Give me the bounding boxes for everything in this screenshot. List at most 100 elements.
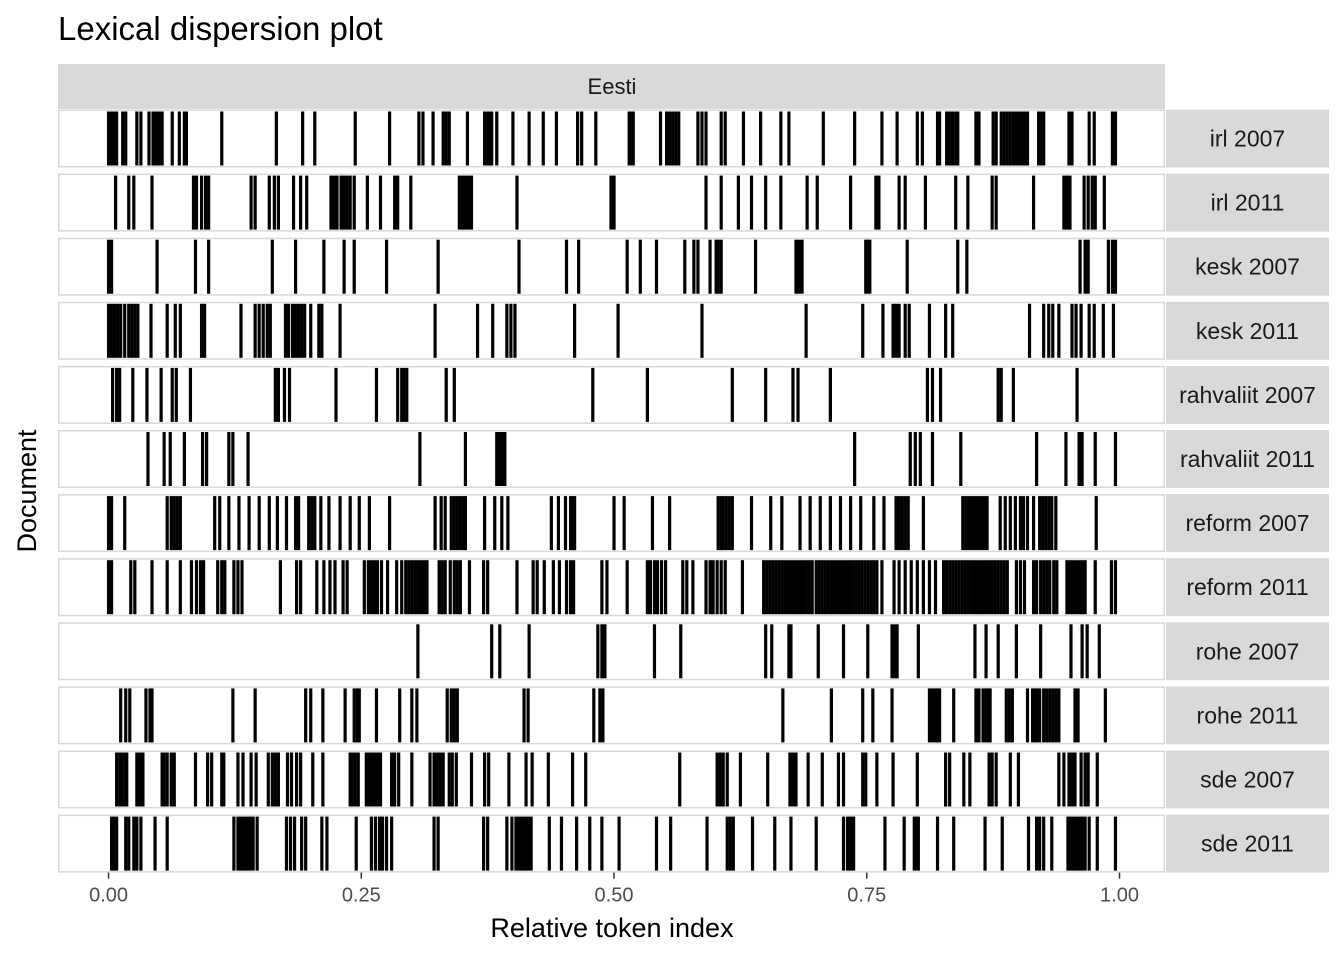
dispersion-mark <box>994 175 998 230</box>
dispersion-mark <box>655 560 660 615</box>
dispersion-mark <box>1080 816 1084 871</box>
dispersion-mark <box>232 816 236 871</box>
dispersion-mark <box>1042 303 1046 358</box>
dispersion-mark <box>454 752 458 807</box>
dispersion-mark <box>396 175 400 230</box>
dispersion-mark <box>1026 816 1031 871</box>
dispersion-mark <box>202 303 207 358</box>
dispersion-mark <box>1086 752 1090 807</box>
row-label: irl 2007 <box>1210 126 1285 152</box>
dispersion-mark <box>151 111 155 166</box>
dispersion-mark <box>245 816 249 871</box>
dispersion-mark <box>1008 752 1012 807</box>
dispersion-mark <box>1110 239 1115 294</box>
dispersion-mark <box>807 560 811 615</box>
dispersion-mark <box>906 496 910 551</box>
dispersion-mark <box>700 111 704 166</box>
dispersion-mark <box>881 303 885 358</box>
dispersion-mark <box>921 560 925 615</box>
row-panel <box>58 622 1165 681</box>
dispersion-mark <box>966 175 970 230</box>
dispersion-mark <box>859 496 863 551</box>
dispersion-mark <box>973 496 977 551</box>
dispersion-mark <box>253 303 257 358</box>
dispersion-mark <box>794 239 798 294</box>
dispersion-mark <box>315 560 319 615</box>
dispersion-mark <box>299 175 303 230</box>
document-row: reform 2007 <box>58 494 1329 553</box>
dispersion-mark <box>601 688 605 743</box>
dispersion-mark <box>1101 303 1105 358</box>
dispersion-mark <box>483 496 487 551</box>
dispersion-mark <box>1031 175 1036 230</box>
dispersion-mark <box>987 560 991 615</box>
dispersion-mark <box>452 688 456 743</box>
dispersion-mark <box>1071 816 1075 871</box>
dispersion-mark <box>116 303 120 358</box>
dispersion-mark <box>547 816 551 871</box>
dispersion-mark <box>564 560 569 615</box>
dispersion-mark <box>455 496 459 551</box>
dispersion-mark <box>903 175 907 230</box>
dispersion-mark <box>1070 752 1074 807</box>
dispersion-mark <box>251 816 255 871</box>
dispersion-mark <box>616 303 620 358</box>
dispersion-mark <box>385 560 390 615</box>
dispersion-mark <box>718 752 722 807</box>
dispersion-mark <box>463 496 468 551</box>
dispersion-mark <box>841 560 846 615</box>
dispersion-mark <box>568 496 573 551</box>
dispersion-mark <box>127 175 131 230</box>
dispersion-mark <box>999 560 1003 615</box>
dispersion-mark <box>321 752 325 807</box>
dispersion-mark <box>871 688 875 743</box>
dispersion-mark <box>452 560 456 615</box>
row-strip <box>1166 686 1329 745</box>
dispersion-mark <box>787 624 791 679</box>
dispersion-mark <box>987 752 991 807</box>
dispersion-mark <box>679 624 683 679</box>
dispersion-mark <box>120 752 124 807</box>
dispersion-mark <box>457 175 461 230</box>
dispersion-mark <box>789 624 793 679</box>
dispersion-mark <box>962 752 966 807</box>
dispersion-mark <box>935 816 940 871</box>
dispersion-mark <box>495 432 499 486</box>
dispersion-mark <box>284 496 289 551</box>
dispersion-mark <box>106 239 111 294</box>
dispersion-mark <box>716 496 720 551</box>
dispersion-mark <box>444 111 448 166</box>
dispersion-mark <box>1042 111 1046 166</box>
dispersion-mark <box>1106 239 1110 294</box>
dispersion-mark <box>1085 624 1089 679</box>
dispersion-mark <box>948 560 952 615</box>
dispersion-mark <box>605 560 609 615</box>
dispersion-mark <box>975 560 979 615</box>
dispersion-mark <box>390 752 394 807</box>
dispersion-mark <box>422 560 426 615</box>
dispersion-mark <box>1027 303 1032 358</box>
dispersion-mark <box>313 496 317 551</box>
dispersion-mark <box>902 816 906 871</box>
dispersion-mark <box>893 624 897 679</box>
dispersion-mark <box>488 111 492 166</box>
dispersion-mark <box>155 239 159 294</box>
dispersion-mark <box>1067 752 1071 807</box>
dispersion-mark <box>1051 303 1055 358</box>
dispersion-mark <box>266 752 270 807</box>
dispersion-mark <box>169 496 173 551</box>
row-strip <box>1166 558 1329 617</box>
dispersion-mark <box>169 752 173 807</box>
dispersion-mark <box>305 175 309 230</box>
dispersion-mark <box>956 111 960 166</box>
row-strip <box>1166 430 1329 488</box>
dispersion-mark <box>530 752 534 807</box>
dispersion-mark <box>239 816 243 871</box>
dispersion-mark <box>828 496 832 551</box>
document-row: rahvaliit 2007 <box>58 365 1329 424</box>
dispersion-mark <box>1087 816 1091 871</box>
dispersion-mark <box>175 496 179 551</box>
row-marks <box>115 752 1099 807</box>
dispersion-mark <box>138 752 142 807</box>
